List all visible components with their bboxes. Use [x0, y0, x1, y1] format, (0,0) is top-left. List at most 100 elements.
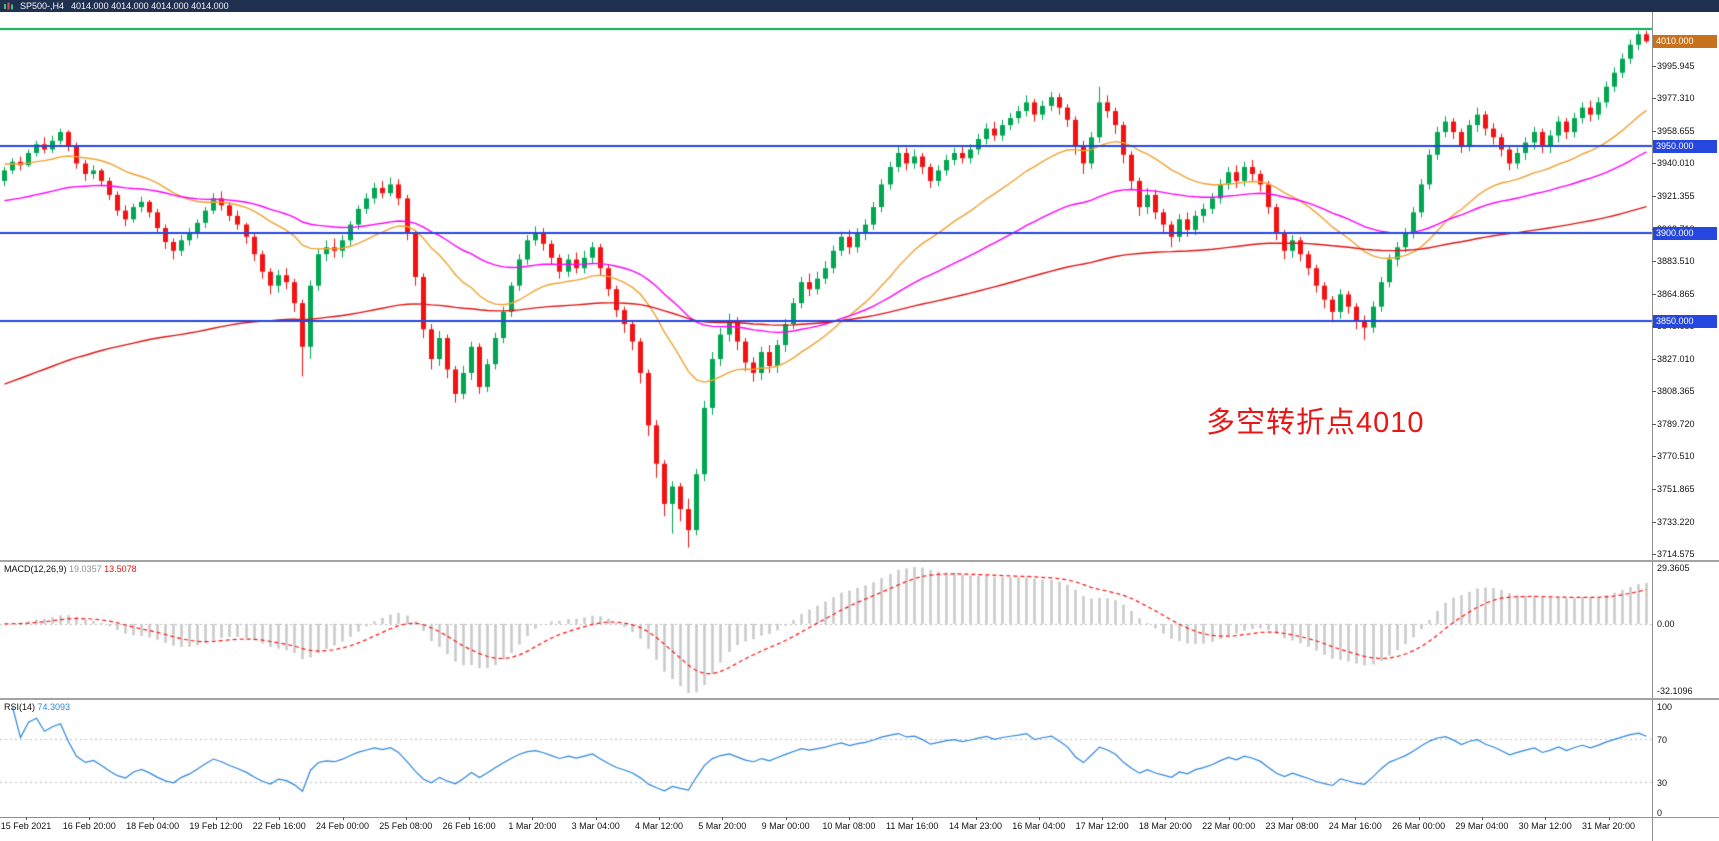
time-axis-label: 26 Feb 16:00 [442, 821, 496, 831]
time-axis-tick [152, 817, 154, 820]
time-axis-tick [1292, 817, 1293, 820]
chart-ohlc-readout: 4014.000 4014.000 4014.000 4014.000 [71, 0, 229, 11]
time-axis-label: 17 Mar 12:00 [1075, 821, 1129, 831]
hline-price-label: 3900.000 [1653, 226, 1717, 240]
macd-zero-label: 0.00 [1657, 618, 1675, 629]
macd-indicator-label: MACD(12,26,9) 19.0357 13.5078 [4, 564, 137, 574]
rsi-panel-separator[interactable] [0, 698, 1719, 700]
price-axis-label: 3789.720 [1657, 418, 1695, 429]
price-axis-label: 3883.510 [1657, 256, 1695, 267]
current-price-label: 4010.000 [1653, 35, 1717, 48]
time-axis-label: 3 Mar 04:00 [571, 821, 620, 831]
time-axis-label: 16 Mar 04:00 [1012, 821, 1066, 831]
time-axis-tick [469, 817, 471, 820]
macd-main-value: 19.0357 [69, 564, 102, 574]
time-axis-label: 18 Mar 20:00 [1138, 821, 1192, 831]
annotation-text[interactable]: 多空转折点4010 [1206, 407, 1425, 439]
time-axis-label: 22 Feb 16:00 [252, 821, 306, 831]
macd-panel-separator[interactable] [0, 560, 1719, 562]
price-axis-tick [1652, 163, 1656, 165]
price-axis-tick [1652, 358, 1656, 360]
time-axis-tick [26, 817, 27, 820]
time-axis-tick [659, 817, 660, 820]
time-axis-tick [1165, 817, 1167, 820]
time-axis-label: 31 Mar 20:00 [1581, 821, 1636, 831]
time-axis-tick [1355, 817, 1357, 820]
time-axis-tick [1481, 817, 1483, 820]
price-axis-tick [1652, 261, 1656, 263]
price-axis-tick [1652, 130, 1656, 132]
time-axis-tick [405, 817, 407, 820]
price-axis-tick [1652, 423, 1656, 425]
time-axis-tick [912, 817, 914, 820]
time-axis-label: 24 Feb 00:00 [315, 821, 370, 831]
macd-axis-max-label: 29.3605 [1657, 563, 1690, 573]
time-axis-label: 18 Feb 04:00 [126, 821, 180, 831]
price-axis-label: 3958.655 [1657, 125, 1695, 136]
rsi-axis-30-label: 30 [1657, 778, 1668, 788]
time-axis-label: 30 Mar 12:00 [1518, 821, 1572, 831]
price-axis-tick [1652, 456, 1656, 458]
time-axis-tick [89, 817, 91, 820]
time-axis-tick [1038, 817, 1040, 820]
price-axis-label: 3751.865 [1657, 483, 1695, 494]
rsi-axis-100-label: 100 [1657, 702, 1673, 712]
time-axis-tick [595, 817, 597, 820]
price-axis-tick [1652, 196, 1656, 197]
time-axis-border [0, 817, 1719, 818]
time-axis-tick [1228, 817, 1230, 820]
time-axis-tick [215, 817, 217, 820]
chart-symbol-timeframe: SP500-,H4 [20, 0, 65, 11]
price-axis-tick [1652, 98, 1656, 100]
price-axis-label: 3940.010 [1657, 158, 1695, 169]
time-axis-tick [532, 817, 534, 820]
macd-signal-value: 13.5078 [104, 564, 137, 574]
rsi-value: 74.3093 [37, 702, 71, 712]
price-axis-tick [1652, 521, 1656, 523]
price-axis-border [1652, 12, 1653, 841]
time-axis-label: 5 Mar 20:00 [698, 821, 747, 831]
time-axis-label: 10 Mar 08:00 [822, 821, 876, 831]
time-axis-label: 15 Feb 2021 [0, 821, 52, 831]
price-axis-label: 3714.575 [1657, 549, 1695, 560]
price-axis-tick [1652, 554, 1656, 556]
price-axis-label: 3808.365 [1657, 386, 1695, 397]
time-axis-tick [975, 817, 977, 820]
time-axis-label: 25 Feb 08:00 [379, 821, 433, 831]
price-axis-label: 3995.945 [1657, 60, 1695, 71]
price-axis-tick [1652, 488, 1656, 490]
hline-price-label: 3850.000 [1653, 314, 1717, 328]
price-axis-label: 3770.510 [1657, 451, 1695, 462]
time-axis-tick [1102, 817, 1104, 820]
time-axis-tick [1545, 817, 1547, 820]
time-axis-tick [785, 817, 787, 820]
time-axis-tick [722, 817, 724, 820]
price-axis-label: 3733.220 [1657, 516, 1695, 527]
rsi-axis-70-label: 70 [1657, 735, 1668, 745]
time-axis-label: 1 Mar 20:00 [508, 821, 557, 831]
time-axis-label: 4 Mar 12:00 [634, 821, 684, 831]
rsi-axis-0-label: 0 [1657, 808, 1663, 818]
time-axis-tick [1608, 817, 1610, 820]
price-axis-label: 3921.355 [1657, 191, 1695, 201]
chart-titlebar[interactable]: SP500-,H4 4014.000 4014.000 4014.000 401… [0, 0, 1719, 12]
time-axis-label: 16 Feb 20:00 [62, 821, 116, 831]
time-axis-tick [1418, 817, 1420, 820]
time-axis-label: 19 Feb 12:00 [189, 821, 243, 831]
price-axis-tick [1652, 65, 1656, 67]
time-axis-label: 11 Mar 16:00 [886, 821, 939, 831]
candlestick-chart-icon [4, 2, 13, 11]
time-axis-tick [342, 817, 344, 820]
time-axis-label: 24 Mar 16:00 [1328, 821, 1382, 831]
time-axis-tick [279, 817, 281, 820]
time-axis-label: 26 Mar 00:00 [1392, 821, 1446, 831]
rsi-indicator-label: RSI(14) 74.3093 [4, 702, 70, 712]
price-axis-tick [1652, 293, 1656, 295]
time-axis-tick [848, 817, 850, 820]
time-axis-label: 14 Mar 23:00 [948, 821, 1003, 831]
time-axis-label: 9 Mar 00:00 [761, 821, 810, 831]
price-axis-label: 3864.865 [1657, 288, 1695, 299]
price-axis-label: 3977.310 [1657, 93, 1695, 104]
